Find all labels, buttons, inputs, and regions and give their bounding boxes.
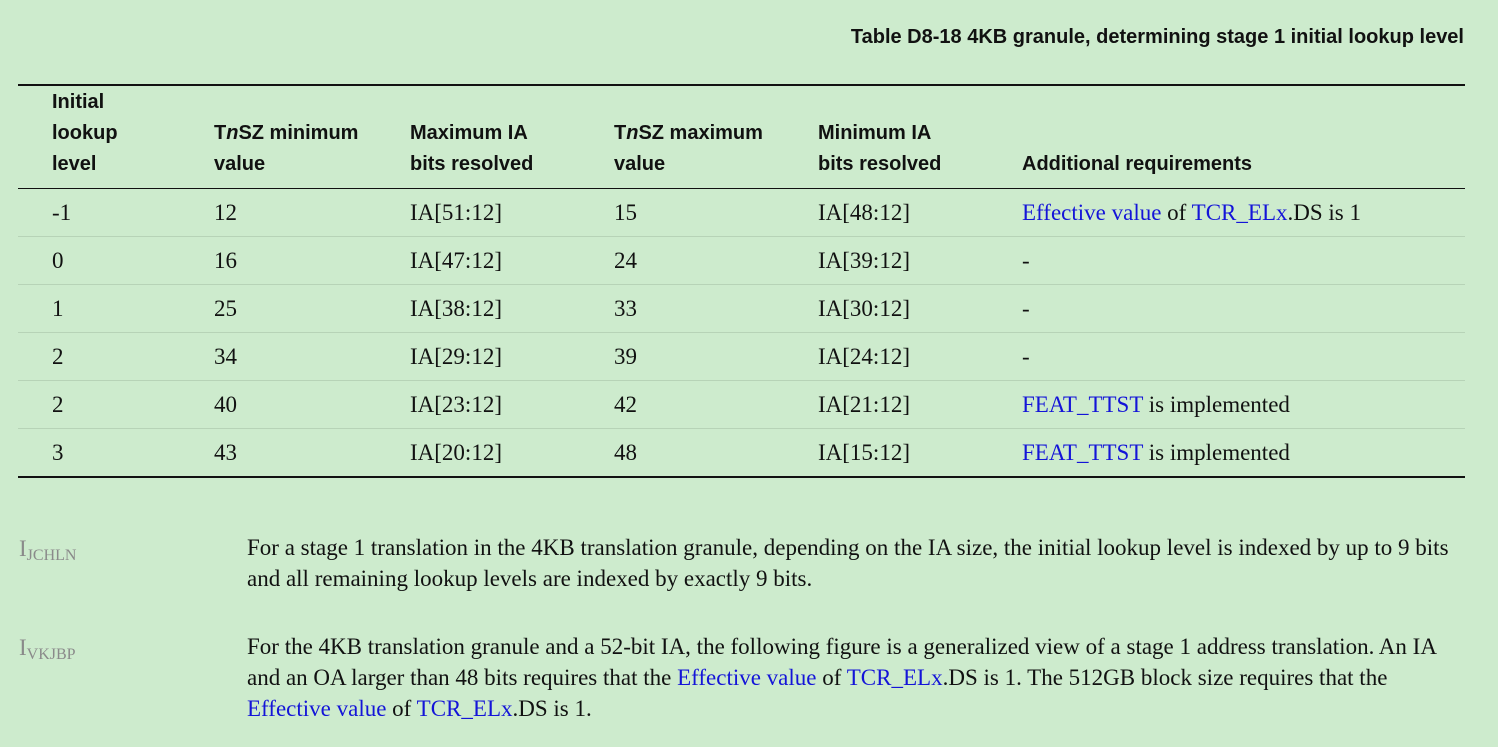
effective-value-link[interactable]: Effective value: [247, 696, 387, 721]
cell-tnsz-max: 24: [614, 236, 818, 285]
cell-tnsz-min: 40: [214, 380, 410, 429]
cell-requirements: -: [1022, 332, 1465, 381]
table-caption: Table D8-18 4KB granule, determining sta…: [850, 26, 1464, 48]
cell-level: 3: [52, 439, 64, 465]
header-text: T: [614, 122, 627, 144]
req-text: is implemented: [1142, 439, 1290, 465]
header-line: bits resolved: [410, 153, 534, 175]
text-run: .DS is 1.: [512, 696, 592, 721]
req-text: .DS is 1: [1287, 199, 1362, 225]
cell-max-ia: IA[23:12]: [410, 380, 614, 429]
cell-level: -1: [18, 188, 214, 237]
header-line: lookup: [52, 122, 118, 144]
header-maximum-ia: Maximum IA bits resolved: [410, 85, 614, 189]
cell-max-ia: IA[47:12]: [410, 236, 614, 285]
paragraph-text: For a stage 1 translation in the 4KB tra…: [247, 535, 1449, 591]
header-italic: n: [226, 122, 239, 144]
cell-tnsz-min: 25: [214, 284, 410, 333]
lookup-level-table: Initial lookup level TnSZ minimum value …: [18, 84, 1465, 478]
table-row: 0 16 IA[47:12] 24 IA[39:12] -: [18, 236, 1465, 285]
header-line: Maximum IA: [410, 122, 528, 144]
cell-tnsz-min: 12: [214, 188, 410, 237]
header-line: value: [614, 153, 666, 175]
effective-value-link[interactable]: Effective value: [677, 665, 817, 690]
cell-requirements: -: [1022, 236, 1465, 285]
table-row: 2 40 IA[23:12] 42 IA[21:12] FEAT_TTST is…: [18, 380, 1465, 429]
header-text: SZ minimum: [238, 122, 359, 144]
cell-tnsz-max: 48: [614, 439, 637, 465]
text-run: of: [386, 696, 417, 721]
header-line: bits resolved: [818, 153, 942, 175]
cell-max-ia: IA[51:12]: [410, 188, 614, 237]
table-header-row: Initial lookup level TnSZ minimum value …: [18, 85, 1465, 189]
tcr-elx-link[interactable]: TCR_ELx: [416, 696, 513, 721]
cell-requirements: -: [1022, 284, 1465, 333]
cell-max-ia: IA[29:12]: [410, 332, 614, 381]
paragraph-text: For the 4KB translation granule and a 52…: [247, 631, 1462, 724]
header-text: SZ maximum: [638, 122, 763, 144]
cell-max-ia: IA[38:12]: [410, 284, 614, 333]
cell-tnsz-min: 16: [214, 236, 410, 285]
text-run: .DS is 1. The 512GB block size requires …: [942, 665, 1388, 690]
paragraph-id-sub: JCHLN: [26, 547, 77, 564]
req-text: is implemented: [1142, 391, 1290, 417]
header-line: Minimum IA: [818, 122, 932, 144]
cell-level: 0: [18, 236, 214, 285]
cell-level: 1: [18, 284, 214, 333]
feat-ttst-link[interactable]: FEAT_TTST: [1022, 439, 1143, 465]
header-line: value: [214, 153, 266, 175]
cell-min-ia: IA[30:12]: [818, 284, 1022, 333]
tcr-elx-link[interactable]: TCR_ELx: [846, 665, 943, 690]
header-tnsz-maximum: TnSZ maximum value: [614, 85, 818, 189]
table-row: -1 12 IA[51:12] 15 IA[48:12] Effective v…: [18, 188, 1465, 237]
cell-min-ia: IA[21:12]: [818, 380, 1022, 429]
table-row: 3 43 IA[20:12] 48 IA[15:12] FEAT_TTST is…: [18, 429, 1465, 478]
cell-requirements: FEAT_TTST is implemented: [1022, 429, 1465, 478]
req-text: of: [1161, 199, 1192, 225]
header-line: level: [52, 153, 97, 175]
header-minimum-ia: Minimum IA bits resolved: [818, 85, 1022, 189]
header-text: T: [214, 122, 227, 144]
table-row: 2 34 IA[29:12] 39 IA[24:12] -: [18, 332, 1465, 381]
cell-requirements: FEAT_TTST is implemented: [1022, 380, 1465, 429]
header-initial-lookup-level: Initial lookup level: [18, 85, 214, 189]
cell-level: 2: [18, 380, 214, 429]
cell-tnsz-min: 34: [214, 332, 410, 381]
cell-min-ia: IA[15:12]: [818, 439, 910, 465]
cell-tnsz-min: 43: [214, 439, 237, 465]
paragraph-id: IJCHLN: [19, 536, 76, 565]
header-additional-requirements: Additional requirements: [1022, 85, 1465, 189]
cell-max-ia: IA[20:12]: [410, 439, 502, 465]
table-row: 1 25 IA[38:12] 33 IA[30:12] -: [18, 284, 1465, 333]
cell-min-ia: IA[39:12]: [818, 236, 1022, 285]
cell-tnsz-max: 33: [614, 284, 818, 333]
paragraph-id-sub: VKJBP: [26, 646, 76, 663]
effective-value-link[interactable]: Effective value: [1022, 199, 1162, 225]
cell-tnsz-max: 42: [614, 380, 818, 429]
cell-level: 2: [18, 332, 214, 381]
header-italic: n: [626, 122, 639, 144]
tcr-elx-link[interactable]: TCR_ELx: [1191, 199, 1288, 225]
paragraph-id-main: I: [19, 635, 27, 660]
feat-ttst-link[interactable]: FEAT_TTST: [1022, 391, 1143, 417]
cell-tnsz-max: 39: [614, 332, 818, 381]
cell-tnsz-max: 15: [614, 188, 818, 237]
paragraph-id: IVKJBP: [19, 635, 76, 664]
cell-min-ia: IA[48:12]: [818, 188, 1022, 237]
text-run: of: [816, 665, 847, 690]
header-tnsz-minimum: TnSZ minimum value: [214, 85, 410, 189]
cell-min-ia: IA[24:12]: [818, 332, 1022, 381]
text-run: For the 4KB translation granule and a 52…: [247, 634, 1436, 690]
paragraph-id-main: I: [19, 536, 27, 561]
cell-requirements: Effective value of TCR_ELx.DS is 1: [1022, 188, 1465, 237]
header-line: Initial: [52, 91, 105, 113]
header-line: Additional requirements: [1022, 153, 1253, 175]
